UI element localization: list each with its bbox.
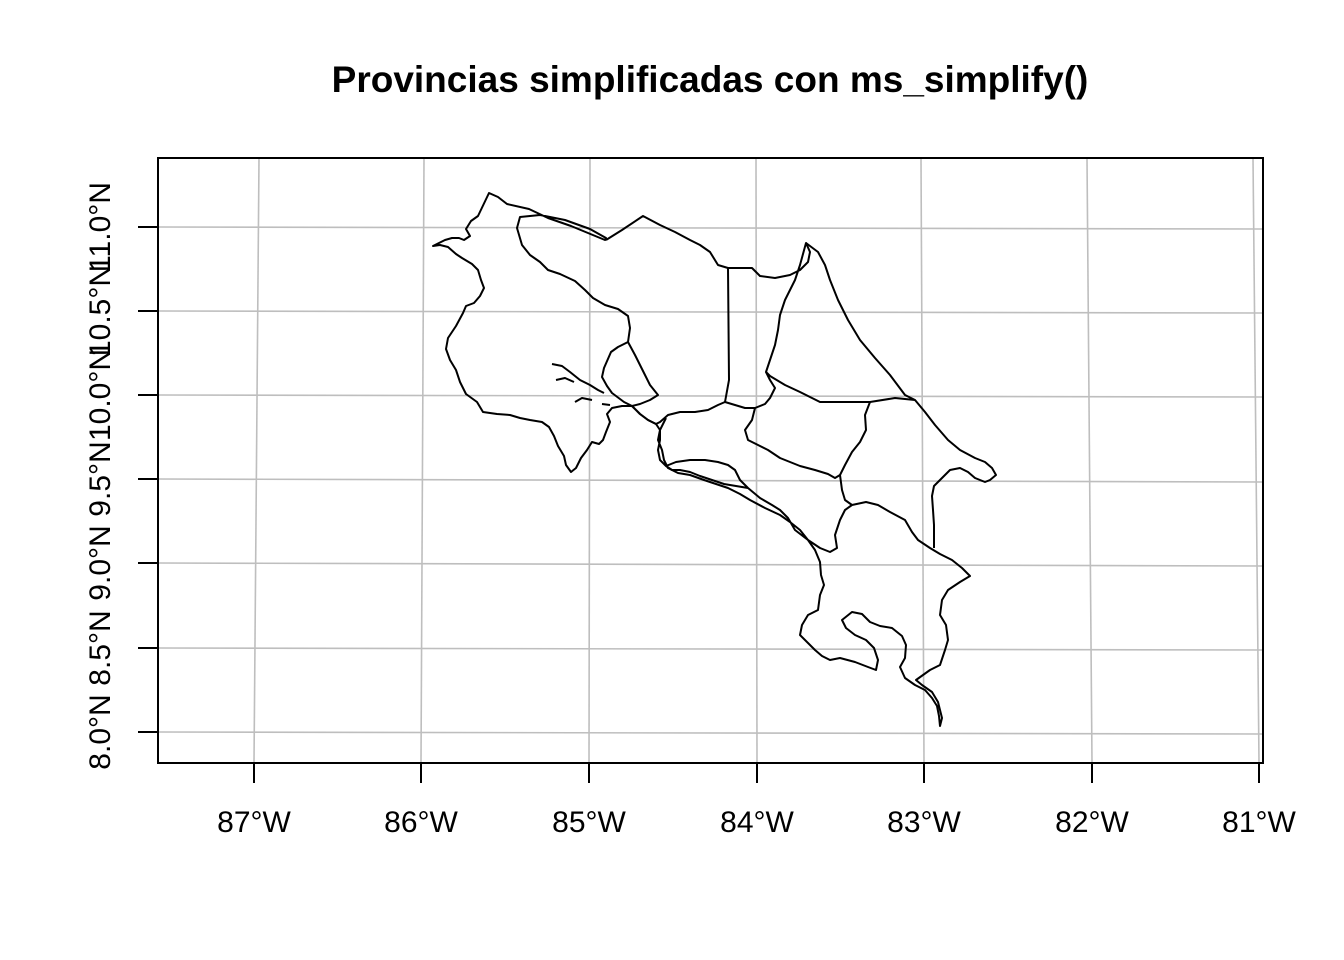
province-puntarenas (631, 405, 971, 727)
province-guanacaste (432, 192, 633, 473)
y-tick-label-10.5: 10.5°N (84, 265, 117, 357)
grid-line-lon-84 (755, 157, 758, 764)
map-title: Provincias simplificadas con ms_simplify… (332, 59, 1089, 100)
y-tick-label-10.0: 10.0°N (84, 349, 117, 441)
y-tick-label-9.5: 9.5°N (84, 441, 117, 516)
x-tick-label-87: 87°W (217, 806, 291, 839)
grid-line-lat-10.5 (157, 310, 1264, 314)
x-tick-label-84: 84°W (720, 806, 794, 839)
grid-line-lat-10.0 (157, 394, 1264, 398)
graticule (157, 157, 1264, 764)
province-cartago (839, 401, 871, 506)
y-tick-label-8.5: 8.5°N (84, 610, 117, 685)
x-tick-label-86: 86°W (384, 806, 458, 839)
province-limon (914, 399, 997, 548)
province-alajuela (605, 215, 811, 425)
province-san-jose (744, 407, 841, 479)
province-heredia (724, 242, 916, 403)
grid-line-lon-82 (1086, 157, 1093, 764)
x-tick-label-83: 83°W (887, 806, 961, 839)
grid-line-lon-87 (253, 157, 260, 764)
nicoya-gulf-outline (551, 363, 611, 406)
x-tick-label-81: 81°W (1222, 806, 1296, 839)
grid-line-lat-8.5 (157, 647, 1264, 651)
y-axis: 8.0°N 8.5°N 9.0°N 9.5°N 10.0°N 10.5°N 11… (84, 182, 158, 770)
grid-line-lon-81 (1252, 157, 1260, 764)
provinces-layer (432, 192, 997, 727)
plot-frame (157, 157, 1264, 764)
grid-line-lat-11.0 (157, 226, 1264, 230)
grid-line-lon-83 (920, 157, 925, 764)
y-tick-label-11.0: 11.0°N (84, 182, 117, 272)
x-axis: 87°W 86°W 85°W 84°W 83°W 82°W 81°W (217, 763, 1297, 839)
province-san-jose-south (665, 465, 749, 489)
y-tick-label-9.0: 9.0°N (84, 525, 117, 600)
grid-line-lon-85 (588, 157, 591, 764)
grid-line-lat-8.0 (157, 731, 1264, 735)
x-tick-label-82: 82°W (1055, 806, 1129, 839)
x-tick-label-85: 85°W (552, 806, 626, 839)
grid-line-lat-9.0 (157, 562, 1264, 567)
grid-line-lon-86 (420, 157, 425, 764)
y-tick-label-8.0: 8.0°N (84, 694, 117, 769)
